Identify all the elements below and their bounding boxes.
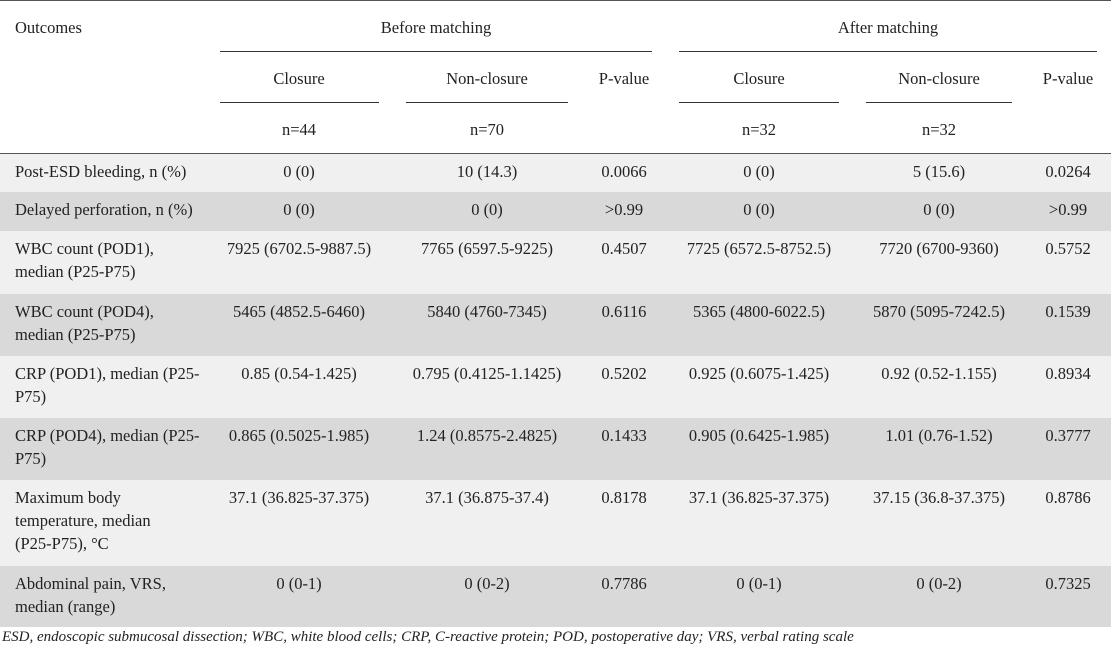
- after-non-closure-value: 7720 (6700-9360): [879, 239, 999, 258]
- after-p-value: 0.5752: [1045, 239, 1091, 258]
- before-closure-value: 5465 (4852.5-6460): [233, 302, 365, 321]
- after-p-value-header: P-value: [1042, 69, 1094, 88]
- after-closure-value: 0 (0-1): [736, 574, 782, 593]
- table-row: Delayed perforation, n (%) 0 (0) 0 (0) >…: [0, 192, 1111, 231]
- after-p-value: 0.3777: [1045, 426, 1091, 445]
- table-header: Outcomes Before matching After matching …: [0, 1, 1111, 154]
- table-row: Maximum body temperature, median (P25-P7…: [0, 480, 1111, 566]
- row-label: CRP (POD4), median (P25-P75): [15, 426, 200, 468]
- after-non-closure-value: 0 (0-2): [916, 574, 962, 593]
- before-non-closure-value: 10 (14.3): [456, 162, 518, 181]
- after-closure-header: Closure: [733, 69, 785, 88]
- row-label: CRP (POD1), median (P25-P75): [15, 364, 200, 406]
- row-label: Delayed perforation, n (%): [15, 200, 193, 219]
- before-closure-value: 7925 (6702.5-9887.5): [226, 239, 372, 258]
- after-non-closure-value: 5870 (5095-7242.5): [873, 302, 1005, 321]
- table-row: WBC count (POD1), median (P25-P75) 7925 …: [0, 231, 1111, 294]
- before-non-closure-value: 1.24 (0.8575-2.4825): [416, 426, 558, 445]
- row-label: Post-ESD bleeding, n (%): [15, 162, 187, 181]
- before-non-closure-value: 5840 (4760-7345): [427, 302, 547, 321]
- n-before-non-closure: n=70: [469, 120, 505, 139]
- before-non-closure-value: 0 (0): [471, 200, 503, 219]
- before-closure-value: 0 (0-1): [276, 574, 322, 593]
- after-matching-rule: [679, 51, 1097, 52]
- after-matching-header: After matching: [837, 18, 939, 37]
- after-p-value: 0.8786: [1045, 488, 1091, 507]
- n-before-closure: n=44: [281, 120, 317, 139]
- before-non-closure-rule: [406, 102, 568, 103]
- after-p-value: 0.1539: [1045, 302, 1091, 321]
- row-label: Abdominal pain, VRS, median (range): [15, 574, 166, 616]
- after-non-closure-value: 1.01 (0.76-1.52): [885, 426, 993, 445]
- before-p-value: 0.8178: [601, 488, 647, 507]
- before-p-value: >0.99: [604, 200, 644, 219]
- after-non-closure-value: 0 (0): [923, 200, 955, 219]
- row-label: WBC count (POD1), median (P25-P75): [15, 239, 154, 281]
- after-non-closure-value: 0.92 (0.52-1.155): [881, 364, 997, 383]
- after-closure-value: 0 (0): [743, 162, 775, 181]
- before-non-closure-value: 0.795 (0.4125-1.1425): [412, 364, 562, 383]
- after-p-value: 0.7325: [1045, 574, 1091, 593]
- after-p-value: 0.8934: [1045, 364, 1091, 383]
- row-label: WBC count (POD4), median (P25-P75): [15, 302, 154, 344]
- after-non-closure-value: 37.15 (36.8-37.375): [873, 488, 1005, 507]
- after-closure-value: 37.1 (36.825-37.375): [688, 488, 830, 507]
- before-non-closure-value: 7765 (6597.5-9225): [421, 239, 553, 258]
- table-row: Abdominal pain, VRS, median (range) 0 (0…: [0, 566, 1111, 627]
- table-row: CRP (POD4), median (P25-P75) 0.865 (0.50…: [0, 418, 1111, 480]
- n-after-non-closure: n=32: [921, 120, 957, 139]
- table-row: CRP (POD1), median (P25-P75) 0.85 (0.54-…: [0, 356, 1111, 418]
- after-closure-value: 0 (0): [743, 200, 775, 219]
- before-p-value: 0.4507: [601, 239, 647, 258]
- after-closure-value: 0.905 (0.6425-1.985): [688, 426, 830, 445]
- table-row: Post-ESD bleeding, n (%) 0 (0) 10 (14.3)…: [0, 154, 1111, 192]
- row-label: Maximum body temperature, median (P25-P7…: [15, 488, 151, 553]
- before-p-value: 0.0066: [601, 162, 647, 181]
- after-p-value: >0.99: [1048, 200, 1088, 219]
- after-p-value: 0.0264: [1045, 162, 1091, 181]
- outcomes-header: Outcomes: [15, 18, 82, 37]
- before-matching-header: Before matching: [380, 18, 492, 37]
- before-closure-rule: [220, 102, 379, 103]
- after-closure-value: 0.925 (0.6075-1.425): [688, 364, 830, 383]
- after-closure-value: 7725 (6572.5-8752.5): [686, 239, 832, 258]
- before-closure-value: 0 (0): [283, 200, 315, 219]
- table-row: WBC count (POD4), median (P25-P75) 5465 …: [0, 294, 1111, 356]
- before-p-value: 0.6116: [601, 302, 647, 321]
- before-non-closure-value: 0 (0-2): [464, 574, 510, 593]
- n-after-closure: n=32: [741, 120, 777, 139]
- before-closure-value: 0 (0): [283, 162, 315, 181]
- after-non-closure-header: Non-closure: [898, 69, 980, 88]
- after-non-closure-value: 5 (15.6): [912, 162, 966, 181]
- before-p-value-header: P-value: [598, 69, 650, 88]
- before-p-value: 0.7786: [601, 574, 647, 593]
- before-closure-value: 0.865 (0.5025-1.985): [228, 426, 370, 445]
- before-closure-value: 0.85 (0.54-1.425): [241, 364, 357, 383]
- after-closure-value: 5365 (4800-6022.5): [693, 302, 825, 321]
- before-closure-value: 37.1 (36.825-37.375): [228, 488, 370, 507]
- before-non-closure-value: 37.1 (36.875-37.4): [425, 488, 549, 507]
- before-closure-header: Closure: [273, 69, 325, 88]
- after-non-closure-rule: [866, 102, 1012, 103]
- before-matching-rule: [220, 51, 652, 52]
- before-p-value: 0.1433: [601, 426, 647, 445]
- before-p-value: 0.5202: [601, 364, 647, 383]
- before-non-closure-header: Non-closure: [446, 69, 528, 88]
- results-table: Outcomes Before matching After matching …: [0, 0, 1111, 627]
- after-closure-rule: [679, 102, 839, 103]
- table-footnote: ESD, endoscopic submucosal dissection; W…: [2, 629, 854, 645]
